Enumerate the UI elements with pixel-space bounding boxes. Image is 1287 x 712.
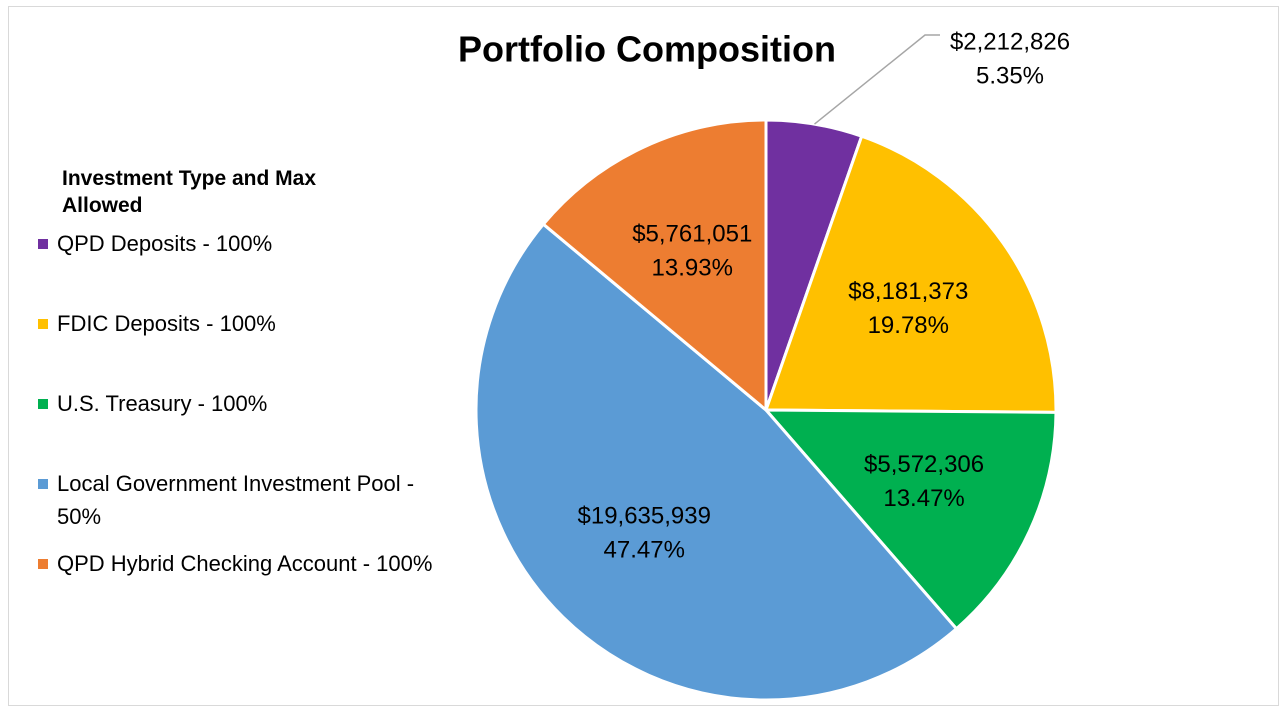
- pie-slice: [762, 408, 1058, 631]
- legend-swatch: [38, 399, 48, 409]
- legend-label: FDIC Deposits - 100%: [57, 311, 276, 336]
- legend-label: Local Government Investment Pool - 50%: [57, 471, 415, 529]
- data-label: $5,572,306: [864, 451, 984, 478]
- legend: Investment Type and Max Allowed QPD Depo…: [38, 165, 478, 627]
- legend-swatch: [38, 319, 48, 329]
- chart-frame: [8, 6, 1279, 706]
- legend-item: QPD Deposits - 100%: [38, 227, 478, 307]
- data-label: 5.35%: [976, 62, 1044, 89]
- legend-item: FDIC Deposits - 100%: [38, 307, 478, 387]
- data-label: $8,181,373: [848, 278, 968, 305]
- legend-swatch: [38, 559, 48, 569]
- chart-title: Portfolio Composition: [458, 29, 836, 70]
- data-label: 47.47%: [604, 537, 685, 564]
- legend-item: QPD Hybrid Checking Account - 100%: [38, 547, 478, 627]
- pie-slice: [474, 222, 959, 702]
- legend-item: Local Government Investment Pool - 50%: [38, 467, 478, 547]
- data-label: $19,635,939: [578, 503, 711, 530]
- data-label: 13.93%: [652, 255, 733, 282]
- legend-swatch: [38, 239, 48, 249]
- data-label: 19.78%: [868, 312, 949, 339]
- legend-label: QPD Deposits - 100%: [57, 231, 273, 256]
- legend-title: Investment Type and Max Allowed: [62, 167, 317, 217]
- legend-label: QPD Hybrid Checking Account - 100%: [57, 551, 433, 576]
- data-label: 13.47%: [883, 485, 964, 512]
- data-label: $2,212,826: [950, 28, 1070, 55]
- pie-slice: [763, 134, 1058, 414]
- legend-item: U.S. Treasury - 100%: [38, 387, 478, 467]
- data-label: $5,761,051: [632, 221, 752, 248]
- pie-slice: [541, 118, 768, 414]
- legend-label: U.S. Treasury - 100%: [57, 391, 268, 416]
- legend-swatch: [38, 479, 48, 489]
- leader-line: [814, 34, 940, 125]
